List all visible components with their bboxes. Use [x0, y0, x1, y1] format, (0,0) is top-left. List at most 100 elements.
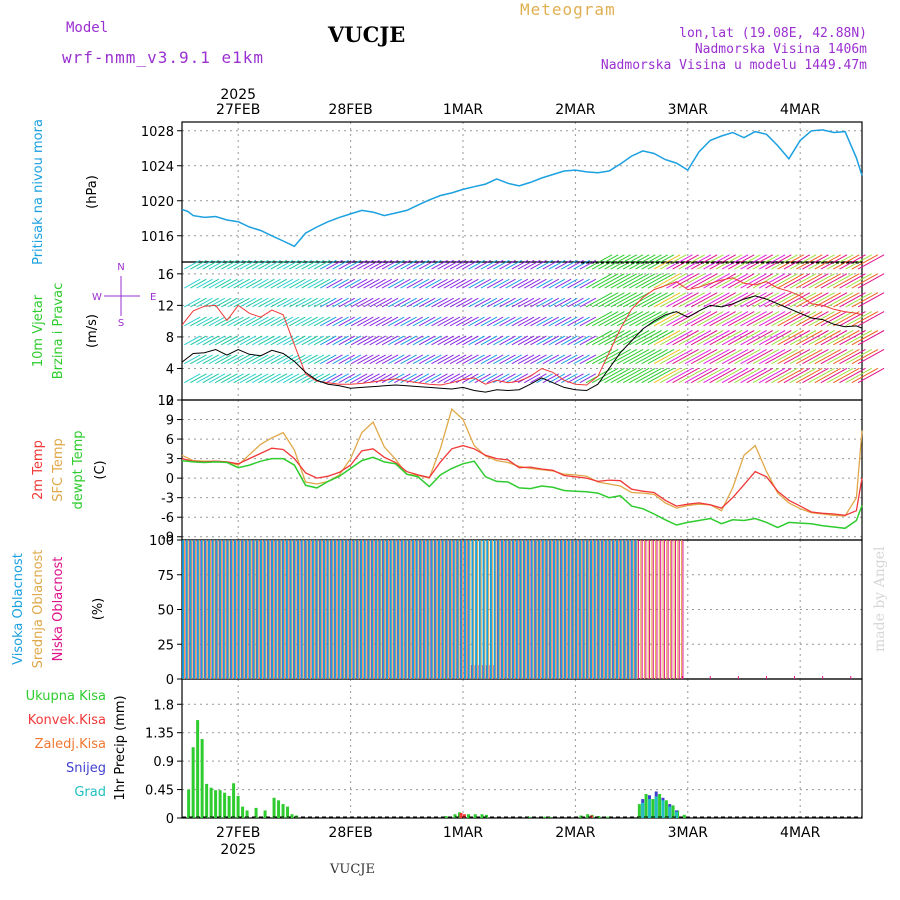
wind-barb-158 [320, 297, 337, 308]
wind-barb-198 [357, 335, 374, 346]
wind-barb-318 [462, 316, 479, 327]
wind-barb-434 [567, 373, 584, 384]
bottom-day-label-1: 28FEB [328, 825, 372, 841]
wind-barb-350 [493, 373, 510, 384]
wind-barb-154 [320, 373, 337, 384]
wind-barb-401 [536, 335, 553, 346]
precip-bar-0-10 [232, 783, 236, 818]
wind-barb-403 [536, 297, 553, 308]
wind-barb-105 [276, 373, 294, 384]
wind-barb-708 [808, 348, 835, 365]
wind-barb-633 [740, 311, 767, 327]
wind-barb-567 [684, 367, 712, 384]
wind-barb-342 [480, 259, 498, 270]
bottom-day-label-3: 2MAR [555, 825, 596, 841]
ylabel-temp-unit: (C) [93, 460, 108, 479]
wind-barb-337 [480, 354, 498, 365]
wind-barb-635 [740, 273, 767, 289]
wind-barb-220 [375, 316, 393, 327]
wind-barb-393 [530, 354, 547, 365]
bottom-day-label-4: 3MAR [668, 825, 709, 841]
wind-barb-391 [524, 259, 541, 270]
wind-barb-230 [381, 259, 399, 270]
wind-barb-400 [536, 354, 553, 365]
precip-bar-0-28 [484, 814, 488, 818]
panel-pressure [177, 121, 863, 263]
wind-barb-456 [585, 348, 613, 365]
wind-barb-706 [802, 254, 829, 270]
tick-label-precipitation-2: 0.9 [153, 755, 174, 770]
wind-barb-545 [660, 254, 687, 270]
wind-barb-583 [697, 330, 724, 346]
wind-barb-303 [449, 335, 467, 346]
wind-barb-586 [697, 273, 724, 289]
wind-barb-473 [598, 292, 625, 308]
wind-barb-705 [802, 273, 829, 289]
wind-barb-704 [802, 292, 829, 308]
wind-barb-156 [320, 335, 337, 346]
wind-barb-672 [777, 367, 804, 384]
wind-barb-22 [202, 354, 220, 365]
wind-barb-442 [573, 354, 590, 365]
wind-barb-409 [542, 316, 560, 327]
wind-barb-24 [202, 316, 220, 327]
wind-barb-569 [684, 330, 712, 346]
wind-barb-245 [400, 373, 417, 384]
wind-barb-432 [561, 278, 578, 289]
wind-barb-540 [660, 348, 687, 365]
wind-barb-500 [622, 311, 650, 327]
wind-barb-520 [641, 330, 668, 346]
wind-barb-679 [783, 367, 811, 384]
wind-barb-152 [313, 278, 331, 289]
wind-barb-499 [622, 330, 650, 346]
wind-barb-27 [202, 259, 220, 270]
wind-barb-176 [338, 354, 356, 365]
wind-barb-301 [449, 373, 467, 384]
wind-barb-106 [276, 354, 294, 365]
wind-barb-617 [728, 348, 755, 365]
wind-barb-376 [511, 278, 529, 289]
wind-barb-90 [258, 259, 275, 270]
wind-barb-359 [499, 335, 516, 346]
wind-barb-1 [184, 354, 201, 365]
top-day-label-1: 28FEB [328, 102, 372, 118]
wind-barb-494 [616, 292, 644, 308]
wind-barb-368 [505, 297, 522, 308]
wind-barb-700 [802, 367, 829, 384]
wind-barb-35 [214, 373, 232, 384]
wind-barb-509 [629, 273, 656, 289]
wind-barb-616 [728, 367, 755, 384]
wind-barb-726 [820, 273, 848, 289]
wind-barb-117 [282, 278, 300, 289]
wind-barb-739 [833, 292, 860, 308]
wind-barb-769 [857, 254, 885, 270]
model-name: wrf-nmm_v3.9.1 e1km [62, 48, 265, 67]
wind-barb-440 [567, 259, 584, 270]
wind-barb-260 [412, 354, 430, 365]
wind-barb-343 [486, 373, 504, 384]
wind-barb-750 [845, 348, 872, 365]
wind-barb-203 [363, 373, 380, 384]
ylabel-high-cloud: Visoka Oblacnost [11, 553, 26, 665]
wind-barb-562 [678, 330, 706, 346]
wind-barb-227 [381, 316, 399, 327]
wind-barb-180 [338, 278, 356, 289]
wind-barb-159 [320, 278, 337, 289]
wind-barb-144 [307, 297, 325, 308]
precip-bar-1-1 [462, 814, 466, 818]
wind-barb-433 [561, 259, 578, 270]
wind-barb-607 [715, 273, 743, 289]
wind-barb-41 [214, 259, 232, 270]
wind-barb-229 [381, 278, 399, 289]
wind-barb-5 [184, 278, 201, 289]
precip-bar-0-0 [187, 789, 191, 818]
wind-barb-73 [245, 316, 263, 327]
precip-bar-0-7 [218, 790, 222, 818]
bottom-year-label: 2025 [220, 842, 256, 858]
wind-barb-266 [418, 373, 436, 384]
wind-barb-744 [839, 330, 866, 346]
wind-barb-597 [709, 330, 736, 346]
wind-barb-553 [672, 367, 699, 384]
wind-barb-643 [746, 254, 774, 270]
wind-barb-423 [554, 316, 572, 327]
